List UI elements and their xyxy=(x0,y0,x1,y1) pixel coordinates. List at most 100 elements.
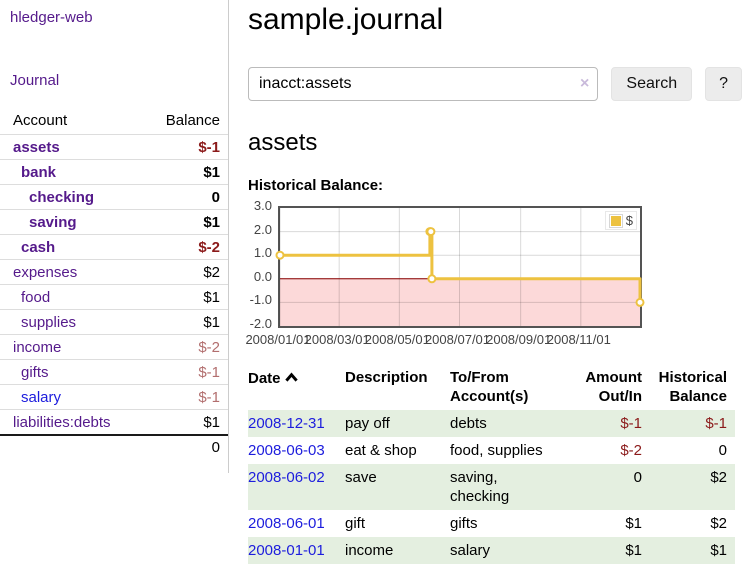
sidebar: hledger-web Journal Account Balance asse… xyxy=(0,0,229,473)
y-tick-label: 1.0 xyxy=(253,245,272,261)
transaction-row: 2008-06-02 save saving, checking 0 $2 xyxy=(248,464,735,510)
chart-plot: $ xyxy=(275,206,645,328)
chart-title: Historical Balance: xyxy=(248,177,384,194)
register-header-balance: Historical Balance xyxy=(658,369,727,405)
account-row: gifts $-1 xyxy=(0,359,228,385)
search-input-wrap: × xyxy=(248,67,599,101)
transaction-amount: 0 xyxy=(568,464,650,510)
account-link[interactable]: gifts xyxy=(21,363,49,381)
account-balance: $1 xyxy=(145,309,228,335)
account-balance: 0 xyxy=(145,184,228,210)
transaction-date-link[interactable]: 2008-06-01 xyxy=(248,515,325,532)
transaction-accounts: gifts xyxy=(450,515,478,532)
account-heading: assets xyxy=(248,129,318,156)
transaction-date-link[interactable]: 2008-01-01 xyxy=(248,542,325,559)
legend-label: $ xyxy=(625,213,633,228)
account-link[interactable]: income xyxy=(13,338,62,356)
account-row: saving $1 xyxy=(0,209,228,235)
account-balance: $1 xyxy=(145,209,228,235)
transaction-balance: $2 xyxy=(710,515,727,532)
transaction-balance: $-1 xyxy=(650,410,735,437)
balance-chart: $ 3.0 2.0 1.0 0.0 -1.0 -2.0 2008/01/01 2008/03/… xyxy=(245,198,668,350)
x-tick-label: 2008/05/01 xyxy=(364,332,430,347)
transaction-date-link[interactable]: 2008-12-31 xyxy=(248,415,325,432)
accounts-table-body: assets $-1 bank $1 checking 0 saving $1 … xyxy=(0,134,228,435)
transaction-row: 2008-06-03 eat & shop food, supplies $-2… xyxy=(248,437,735,464)
register-header-amount: Amount Out/In xyxy=(585,369,642,405)
transaction-amount: $-1 xyxy=(568,410,650,437)
search-bar: × Search ? xyxy=(248,67,742,101)
transaction-date-link[interactable]: 2008-06-03 xyxy=(248,442,325,459)
accounts-table: Account Balance assets $-1 bank $1 check… xyxy=(0,109,228,459)
account-balance: $1 xyxy=(145,159,228,185)
transaction-description: save xyxy=(345,464,450,510)
transaction-description: gift xyxy=(345,515,366,532)
help-button[interactable]: ? xyxy=(705,67,742,101)
account-row: income $-2 xyxy=(0,334,228,360)
accounts-header-account: Account xyxy=(13,112,68,129)
transaction-accounts: debts xyxy=(450,410,568,437)
search-input[interactable] xyxy=(248,67,599,101)
x-tick-label: 2008/01/01 xyxy=(245,332,311,347)
transaction-amount: $1 xyxy=(625,515,642,532)
account-balance: $-2 xyxy=(145,334,228,360)
clear-search-icon[interactable]: × xyxy=(580,75,590,92)
account-link[interactable]: food xyxy=(21,288,51,306)
account-row: checking 0 xyxy=(0,184,228,210)
account-link[interactable]: salary xyxy=(21,388,62,406)
accounts-total-row: 0 xyxy=(0,434,228,459)
account-link[interactable]: saving xyxy=(29,213,77,231)
register-table-body: 2008-12-31 pay off debts $-1 $-1 2008-06… xyxy=(248,410,735,564)
account-balance: $1 xyxy=(145,409,228,435)
account-balance: $1 xyxy=(145,284,228,310)
search-button[interactable]: Search xyxy=(611,67,693,101)
account-link[interactable]: cash xyxy=(21,238,56,256)
transaction-row: 2008-12-31 pay off debts $-1 $-1 xyxy=(248,410,735,437)
transaction-description: pay off xyxy=(345,410,450,437)
account-link[interactable]: bank xyxy=(21,163,57,181)
app-brand: hledger-web xyxy=(0,0,228,26)
register-header-accounts: To/From Account(s) xyxy=(450,369,529,405)
page-title: sample.journal xyxy=(248,3,444,36)
account-row: food $1 xyxy=(0,284,228,310)
transaction-date-link[interactable]: 2008-06-02 xyxy=(248,469,325,486)
register-header-date[interactable]: Date xyxy=(248,366,345,410)
transaction-balance: $1 xyxy=(650,537,735,564)
account-balance: $-1 xyxy=(145,359,228,385)
transaction-amount: $1 xyxy=(568,537,650,564)
chevron-up-icon xyxy=(284,368,298,387)
x-tick-label: 2008/03/01 xyxy=(304,332,370,347)
transaction-description: eat & shop xyxy=(345,442,417,459)
account-row: cash $-2 xyxy=(0,234,228,260)
account-row: bank $1 xyxy=(0,159,228,185)
transaction-balance: 0 xyxy=(718,442,727,459)
account-row: expenses $2 xyxy=(0,259,228,285)
account-row: salary $-1 xyxy=(0,384,228,410)
account-link[interactable]: assets xyxy=(13,138,60,156)
y-tick-label: 0.0 xyxy=(253,268,272,284)
y-tick-label: 2.0 xyxy=(253,221,272,237)
account-balance: $-1 xyxy=(145,384,228,410)
account-row: supplies $1 xyxy=(0,309,228,335)
brand-link[interactable]: hledger-web xyxy=(10,9,93,26)
legend-swatch-icon xyxy=(608,213,623,228)
transaction-accounts: salary xyxy=(450,537,568,564)
account-link[interactable]: supplies xyxy=(21,313,77,331)
x-tick-label: 2008/07/01 xyxy=(424,332,491,347)
sidebar-item-journal[interactable]: Journal xyxy=(10,72,60,89)
y-tick-label: 3.0 xyxy=(253,198,272,213)
account-link[interactable]: expenses xyxy=(13,263,78,281)
chart-legend: $ xyxy=(604,211,637,230)
y-tick-label: -1.0 xyxy=(249,292,272,308)
account-link[interactable]: checking xyxy=(29,188,95,206)
account-row: liabilities:debts $1 xyxy=(0,409,228,435)
sidebar-nav: Journal xyxy=(0,72,228,89)
account-link[interactable]: liabilities:debts xyxy=(13,413,111,431)
transaction-accounts: food, supplies xyxy=(450,442,543,459)
transaction-amount: $-2 xyxy=(620,442,642,459)
register-table: Date Description To/From Account(s) Amou… xyxy=(248,366,735,564)
account-balance: $-2 xyxy=(145,234,228,260)
account-row: assets $-1 xyxy=(0,134,228,160)
account-balance: $-1 xyxy=(145,134,228,160)
transaction-balance: $2 xyxy=(650,464,735,510)
